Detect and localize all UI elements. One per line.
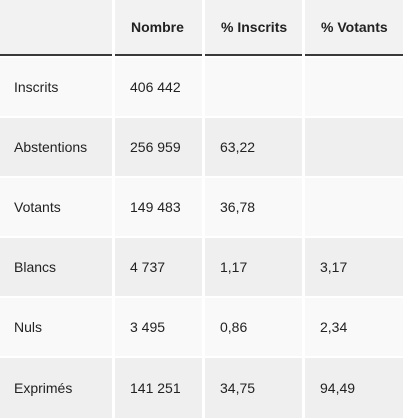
header-corner-cell [0, 0, 112, 56]
cell-pct-votants: 2,34 [305, 298, 403, 356]
row-label: Nuls [0, 298, 112, 356]
cell-pct-inscrits: 0,86 [205, 298, 302, 356]
header-pct-votants: % Votants [305, 0, 403, 56]
cell-nombre: 406 442 [115, 58, 202, 116]
cell-pct-votants: 94,49 [305, 358, 403, 418]
cell-nombre: 149 483 [115, 178, 202, 236]
row-label: Abstentions [0, 118, 112, 176]
row-label: Votants [0, 178, 112, 236]
header-pct-inscrits: % Inscrits [205, 0, 302, 56]
row-label: Exprimés [0, 358, 112, 418]
cell-pct-inscrits: 1,17 [205, 238, 302, 296]
cell-nombre: 141 251 [115, 358, 202, 418]
cell-pct-inscrits: 36,78 [205, 178, 302, 236]
cell-pct-inscrits: 63,22 [205, 118, 302, 176]
row-label: Blancs [0, 238, 112, 296]
cell-nombre: 256 959 [115, 118, 202, 176]
cell-nombre: 3 495 [115, 298, 202, 356]
cell-nombre: 4 737 [115, 238, 202, 296]
row-label: Inscrits [0, 58, 112, 116]
cell-pct-inscrits [205, 58, 302, 116]
cell-pct-votants [305, 58, 403, 116]
header-nombre: Nombre [115, 0, 202, 56]
cell-pct-inscrits: 34,75 [205, 358, 302, 418]
cell-pct-votants: 3,17 [305, 238, 403, 296]
cell-pct-votants [305, 178, 403, 236]
cell-pct-votants [305, 118, 403, 176]
